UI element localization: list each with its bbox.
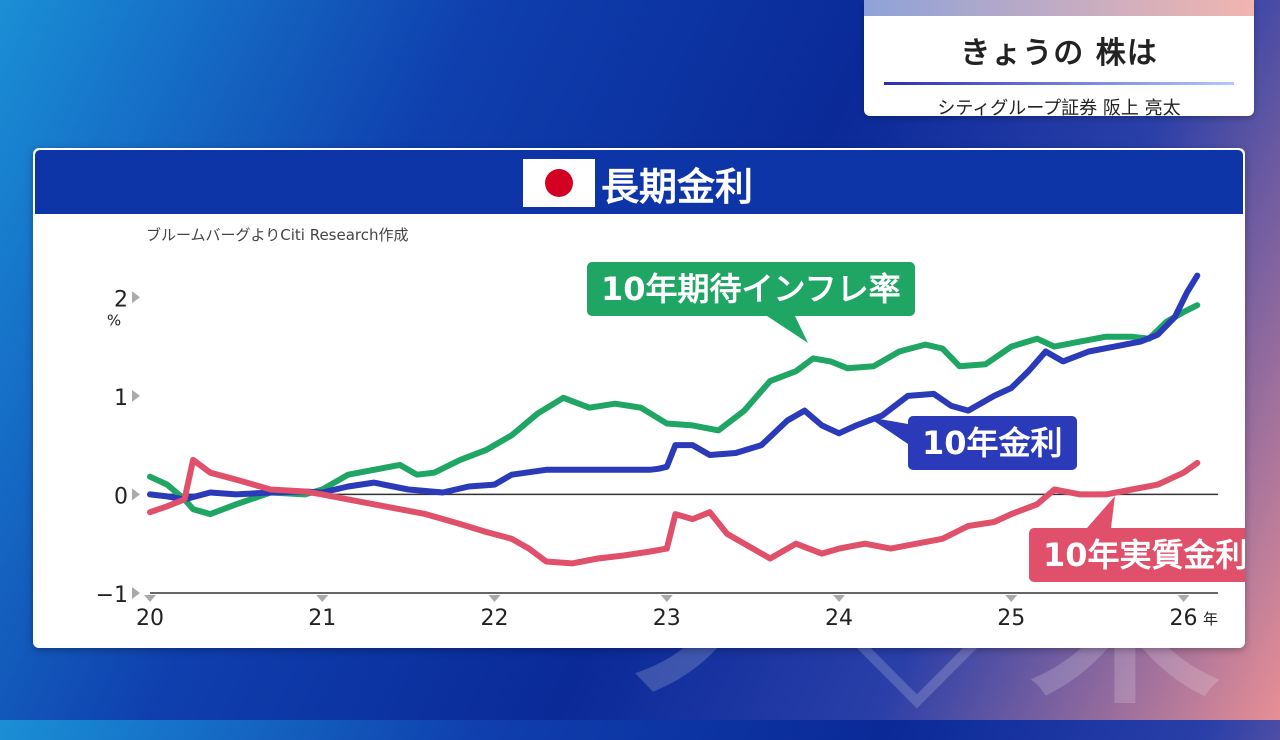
title-card-strip — [864, 0, 1254, 16]
y-tick-label: 0 — [114, 484, 128, 509]
x-tick-label: 23 — [653, 606, 681, 631]
chart-title: 長期金利 — [601, 165, 754, 209]
x-tick-marker — [488, 595, 501, 602]
series-label-pointer-inflation — [767, 316, 808, 343]
y-tick-marker — [132, 291, 140, 304]
japan-flag-icon — [523, 159, 595, 207]
series-label-pointer-real — [1087, 496, 1115, 528]
x-tick-label: 22 — [481, 606, 509, 631]
y-unit-label: % — [107, 311, 121, 329]
segment-title-card: きょうの 株は シティグループ証券 阪上 亮太 — [864, 0, 1254, 116]
x-tick-marker — [1005, 595, 1018, 602]
guest-name: シティグループ証券 阪上 亮太 — [937, 98, 1181, 116]
y-tick-label: 1 — [114, 386, 128, 411]
x-tick-marker — [316, 595, 329, 602]
line-chart: 210−1%20 21 22 23 24 25 26 年 — [96, 272, 1218, 631]
series-label-real: 10年実質金利 — [1029, 528, 1245, 582]
y-tick-label: −1 — [96, 583, 128, 608]
x-tick-label: 24 — [825, 606, 853, 631]
series-line-inflation — [147, 302, 1201, 518]
chart-source: ブルームバーグよりCiti Research作成 — [146, 226, 409, 244]
x-tick-marker — [833, 595, 846, 602]
y-tick-label: 2 — [114, 287, 128, 312]
y-tick-marker — [132, 488, 140, 501]
chart-panel-header: 長期金利 — [35, 150, 1243, 214]
series-label-pointer-nominal — [868, 417, 908, 444]
x-tick-label: 21 — [308, 606, 336, 631]
x-tick-marker — [1177, 595, 1190, 602]
chart-panel: 長期金利 ブルームバーグよりCiti Research作成 2 1 0 −1% 20 21… — [33, 148, 1245, 648]
x-tick-label: 26 — [1170, 606, 1198, 631]
x-tick-label: 25 — [997, 606, 1025, 631]
segment-title: きょうの 株は — [960, 36, 1158, 71]
y-tick-marker — [132, 389, 140, 402]
x-tick-label: 20 — [136, 606, 164, 631]
y-tick-marker — [132, 587, 140, 599]
x-tick-marker — [660, 595, 673, 602]
series-label-inflation: 10年期待インフレ率 — [587, 262, 915, 316]
title-card-rule — [884, 82, 1234, 85]
series-line-nominal — [147, 272, 1201, 503]
series-label-nominal: 10年金利 — [908, 416, 1077, 470]
series-line-real — [147, 456, 1201, 567]
x-unit-label: 年 — [1203, 610, 1218, 628]
x-tick-marker — [144, 595, 156, 602]
